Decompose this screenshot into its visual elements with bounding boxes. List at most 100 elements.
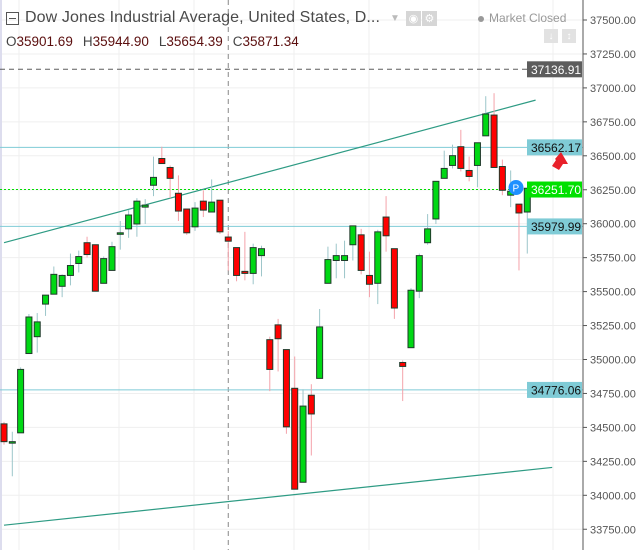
candle-up <box>116 232 124 235</box>
price-tick-label: 35250.00 <box>590 321 636 333</box>
candle-up <box>249 247 257 274</box>
price-tick-label: 37250.00 <box>590 49 636 61</box>
candle-up <box>133 200 141 225</box>
candle-down <box>357 234 365 271</box>
candle-up <box>415 255 423 292</box>
market-status: Market Closed <box>478 11 566 25</box>
candle-up <box>341 255 349 262</box>
candle-up <box>75 256 83 264</box>
candle-down <box>241 270 249 274</box>
candle-up <box>25 316 33 355</box>
close-value: 35871.34 <box>242 34 299 49</box>
candle-up <box>191 207 199 228</box>
candle-up <box>332 255 340 262</box>
price-level-label-bg <box>527 381 582 398</box>
price-level-label: 37136.91 <box>531 63 581 77</box>
price-axis[interactable]: 37500.00 37250.00 37000.00 36750.00 36500.00… <box>527 0 643 550</box>
price-tick-label: 35000.00 <box>590 355 636 367</box>
candle-down <box>515 203 523 214</box>
candle-up <box>208 201 216 213</box>
collapse-icon[interactable] <box>6 11 19 25</box>
candle-up <box>449 155 457 166</box>
candle-down <box>174 192 182 212</box>
price-axis-bg <box>583 0 643 550</box>
candle-up <box>8 441 16 444</box>
candle-up <box>324 259 332 284</box>
price-tick-label: 36250.00 <box>590 185 636 197</box>
candle-up <box>66 265 74 276</box>
price-level-label: 36251.70 <box>531 183 581 197</box>
candle-down <box>274 324 282 340</box>
low-value: 35654.39 <box>166 34 223 49</box>
candle-up <box>42 294 50 305</box>
candle-up <box>374 231 382 284</box>
symbol-title[interactable]: Dow Jones Industrial Average, United Sta… <box>25 9 381 26</box>
candle-down <box>465 169 473 177</box>
arrows-vertical-icon[interactable]: ↕ <box>562 29 576 43</box>
candle-up <box>58 274 66 287</box>
gear-icon[interactable]: ⚙ <box>421 10 437 26</box>
price-level-label-bg <box>527 181 582 198</box>
price-level-label: 35979.99 <box>531 220 581 234</box>
candle-up <box>349 225 357 246</box>
price-tick-label: 33750.00 <box>590 524 636 536</box>
candle-down <box>183 208 191 234</box>
candle-down <box>158 158 166 165</box>
candle-up <box>50 273 58 295</box>
candle-down <box>307 394 315 415</box>
arrow-down-icon[interactable]: ↓ <box>544 29 558 43</box>
low-label: L <box>158 34 167 49</box>
price-tick-label: 35750.00 <box>590 253 636 265</box>
trend-lines <box>3 99 553 526</box>
candle-up <box>407 289 415 349</box>
candle-up <box>440 167 448 179</box>
candle-down <box>498 166 506 191</box>
candle-up <box>424 228 432 244</box>
ohlc-values: O35901.69 H35944.90 L35654.39 C35871.34 <box>6 34 299 49</box>
annotations: P <box>508 152 568 196</box>
candle-down <box>233 247 241 276</box>
red-arrow-up-icon <box>552 152 568 170</box>
candle-down <box>216 199 224 233</box>
market-status-text: Market Closed <box>489 11 567 25</box>
price-tick-label: 37500.00 <box>590 15 636 27</box>
candle-down <box>224 236 232 242</box>
candle-up <box>17 368 25 434</box>
status-dot-icon <box>478 15 484 22</box>
candle-up <box>432 180 440 220</box>
price-level-label-bg <box>527 61 582 78</box>
p-marker-icon <box>508 180 524 196</box>
candle-up <box>150 176 158 186</box>
candle-down <box>266 339 274 370</box>
candle-down <box>0 423 8 443</box>
candle-up <box>316 326 324 379</box>
price-level-label: 34776.06 <box>531 383 581 397</box>
candle-down <box>457 146 465 169</box>
candle-up <box>473 142 481 166</box>
chevron-down-icon[interactable]: ▼ <box>390 12 400 24</box>
trend-line <box>3 99 536 244</box>
price-tick-label: 36750.00 <box>590 117 636 129</box>
candle-up <box>33 321 41 338</box>
candle-up <box>257 248 265 257</box>
candle-up <box>125 214 133 230</box>
price-tick-label: 36500.00 <box>590 151 636 163</box>
candle-up <box>299 405 307 483</box>
candle-down <box>166 166 174 179</box>
p-marker-letter: P <box>513 184 520 195</box>
candle-down <box>91 244 99 292</box>
eye-icon[interactable]: ◉ <box>405 10 421 26</box>
candle-down <box>83 242 91 256</box>
chart-header: Dow Jones Industrial Average, United Sta… <box>6 9 437 27</box>
candle-up <box>100 258 108 284</box>
candle-down <box>382 216 390 237</box>
price-tick-label: 36000.00 <box>590 219 636 231</box>
price-level-label-bg <box>527 139 582 156</box>
price-level-label-bg <box>527 218 582 235</box>
candle-down <box>291 387 299 490</box>
candle-down <box>390 248 398 309</box>
price-tick-label: 35500.00 <box>590 287 636 299</box>
price-tick-label: 34250.00 <box>590 456 636 468</box>
candles <box>0 93 531 490</box>
